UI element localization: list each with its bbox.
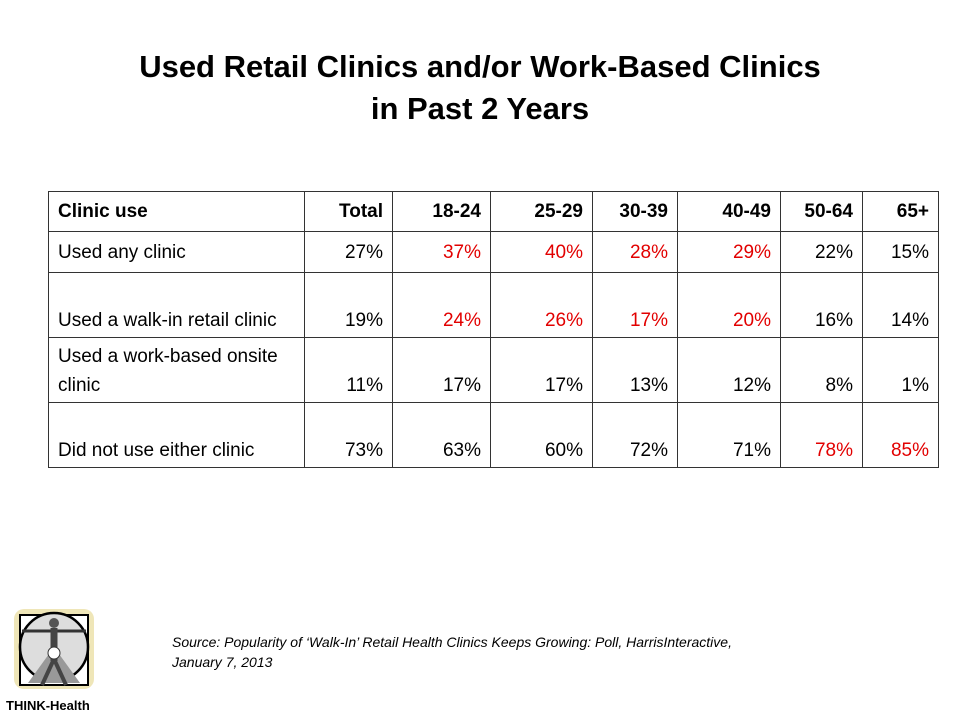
column-header: Total [304, 191, 393, 232]
column-header-clinic-use: Clinic use [48, 191, 305, 232]
column-header: 18-24 [392, 191, 491, 232]
column-header: 30-39 [592, 191, 678, 232]
table-cell: 26% [490, 272, 593, 338]
table-cell: 12% [677, 337, 781, 403]
column-header: 40-49 [677, 191, 781, 232]
table-cell: 17% [592, 272, 678, 338]
source-line-1: Source: Popularity of ‘Walk-In’ Retail H… [172, 634, 732, 650]
table-cell: 15% [862, 231, 939, 273]
table-cell: 14% [862, 272, 939, 338]
table-cell: 60% [490, 402, 593, 468]
table-cell: 72% [592, 402, 678, 468]
table-cell: 8% [780, 337, 863, 403]
slide-title: Used Retail Clinics and/or Work-Based Cl… [0, 46, 960, 130]
title-line-2: in Past 2 Years [370, 91, 590, 126]
table-cell: 24% [392, 272, 491, 338]
table-cell: 13% [592, 337, 678, 403]
table-cell: 27% [304, 231, 393, 273]
table-cell: 85% [862, 402, 939, 468]
table-row: Used a work-based onsite clinic 11% 17% 17%… [48, 337, 939, 403]
table-cell: 20% [677, 272, 781, 338]
logo-text: THINK-Health [6, 698, 90, 713]
table-row: Did not use either clinic 73% 63% 60% 72% 71%… [48, 402, 939, 468]
row-label: Did not use either clinic [48, 402, 305, 468]
table-cell: 19% [304, 272, 393, 338]
column-header: 25-29 [490, 191, 593, 232]
source-line-2: January 7, 2013 [172, 654, 273, 670]
row-label: Used a walk-in retail clinic [48, 272, 305, 338]
title-line-1: Used Retail Clinics and/or Work-Based Cl… [139, 49, 821, 84]
table-cell: 1% [862, 337, 939, 403]
row-label: Used any clinic [48, 231, 305, 273]
table-header-row: Clinic use Total 18-24 25-29 30-39 40-49 50-64… [48, 191, 939, 232]
table-cell: 16% [780, 272, 863, 338]
table-cell: 63% [392, 402, 491, 468]
table-row: Used a walk-in retail clinic 19% 24% 26% 17%… [48, 272, 939, 338]
table-cell: 17% [490, 337, 593, 403]
table-cell: 11% [304, 337, 393, 403]
column-header: 50-64 [780, 191, 863, 232]
table-cell: 40% [490, 231, 593, 273]
vitruvian-man-logo-icon [14, 609, 94, 689]
table-cell: 73% [304, 402, 393, 468]
table-row: Used any clinic 27% 37% 40% 28% 29% 22% 15% [48, 231, 939, 273]
source-note: Source: Popularity of ‘Walk-In’ Retail H… [172, 632, 732, 672]
table-cell: 28% [592, 231, 678, 273]
table-cell: 29% [677, 231, 781, 273]
table-cell: 22% [780, 231, 863, 273]
table-cell: 37% [392, 231, 491, 273]
table-cell: 71% [677, 402, 781, 468]
clinic-use-table: Clinic use Total 18-24 25-29 30-39 40-49 50-64… [48, 191, 939, 468]
table-cell: 78% [780, 402, 863, 468]
table-cell: 17% [392, 337, 491, 403]
row-label: Used a work-based onsite clinic [48, 337, 305, 403]
column-header: 65+ [862, 191, 939, 232]
